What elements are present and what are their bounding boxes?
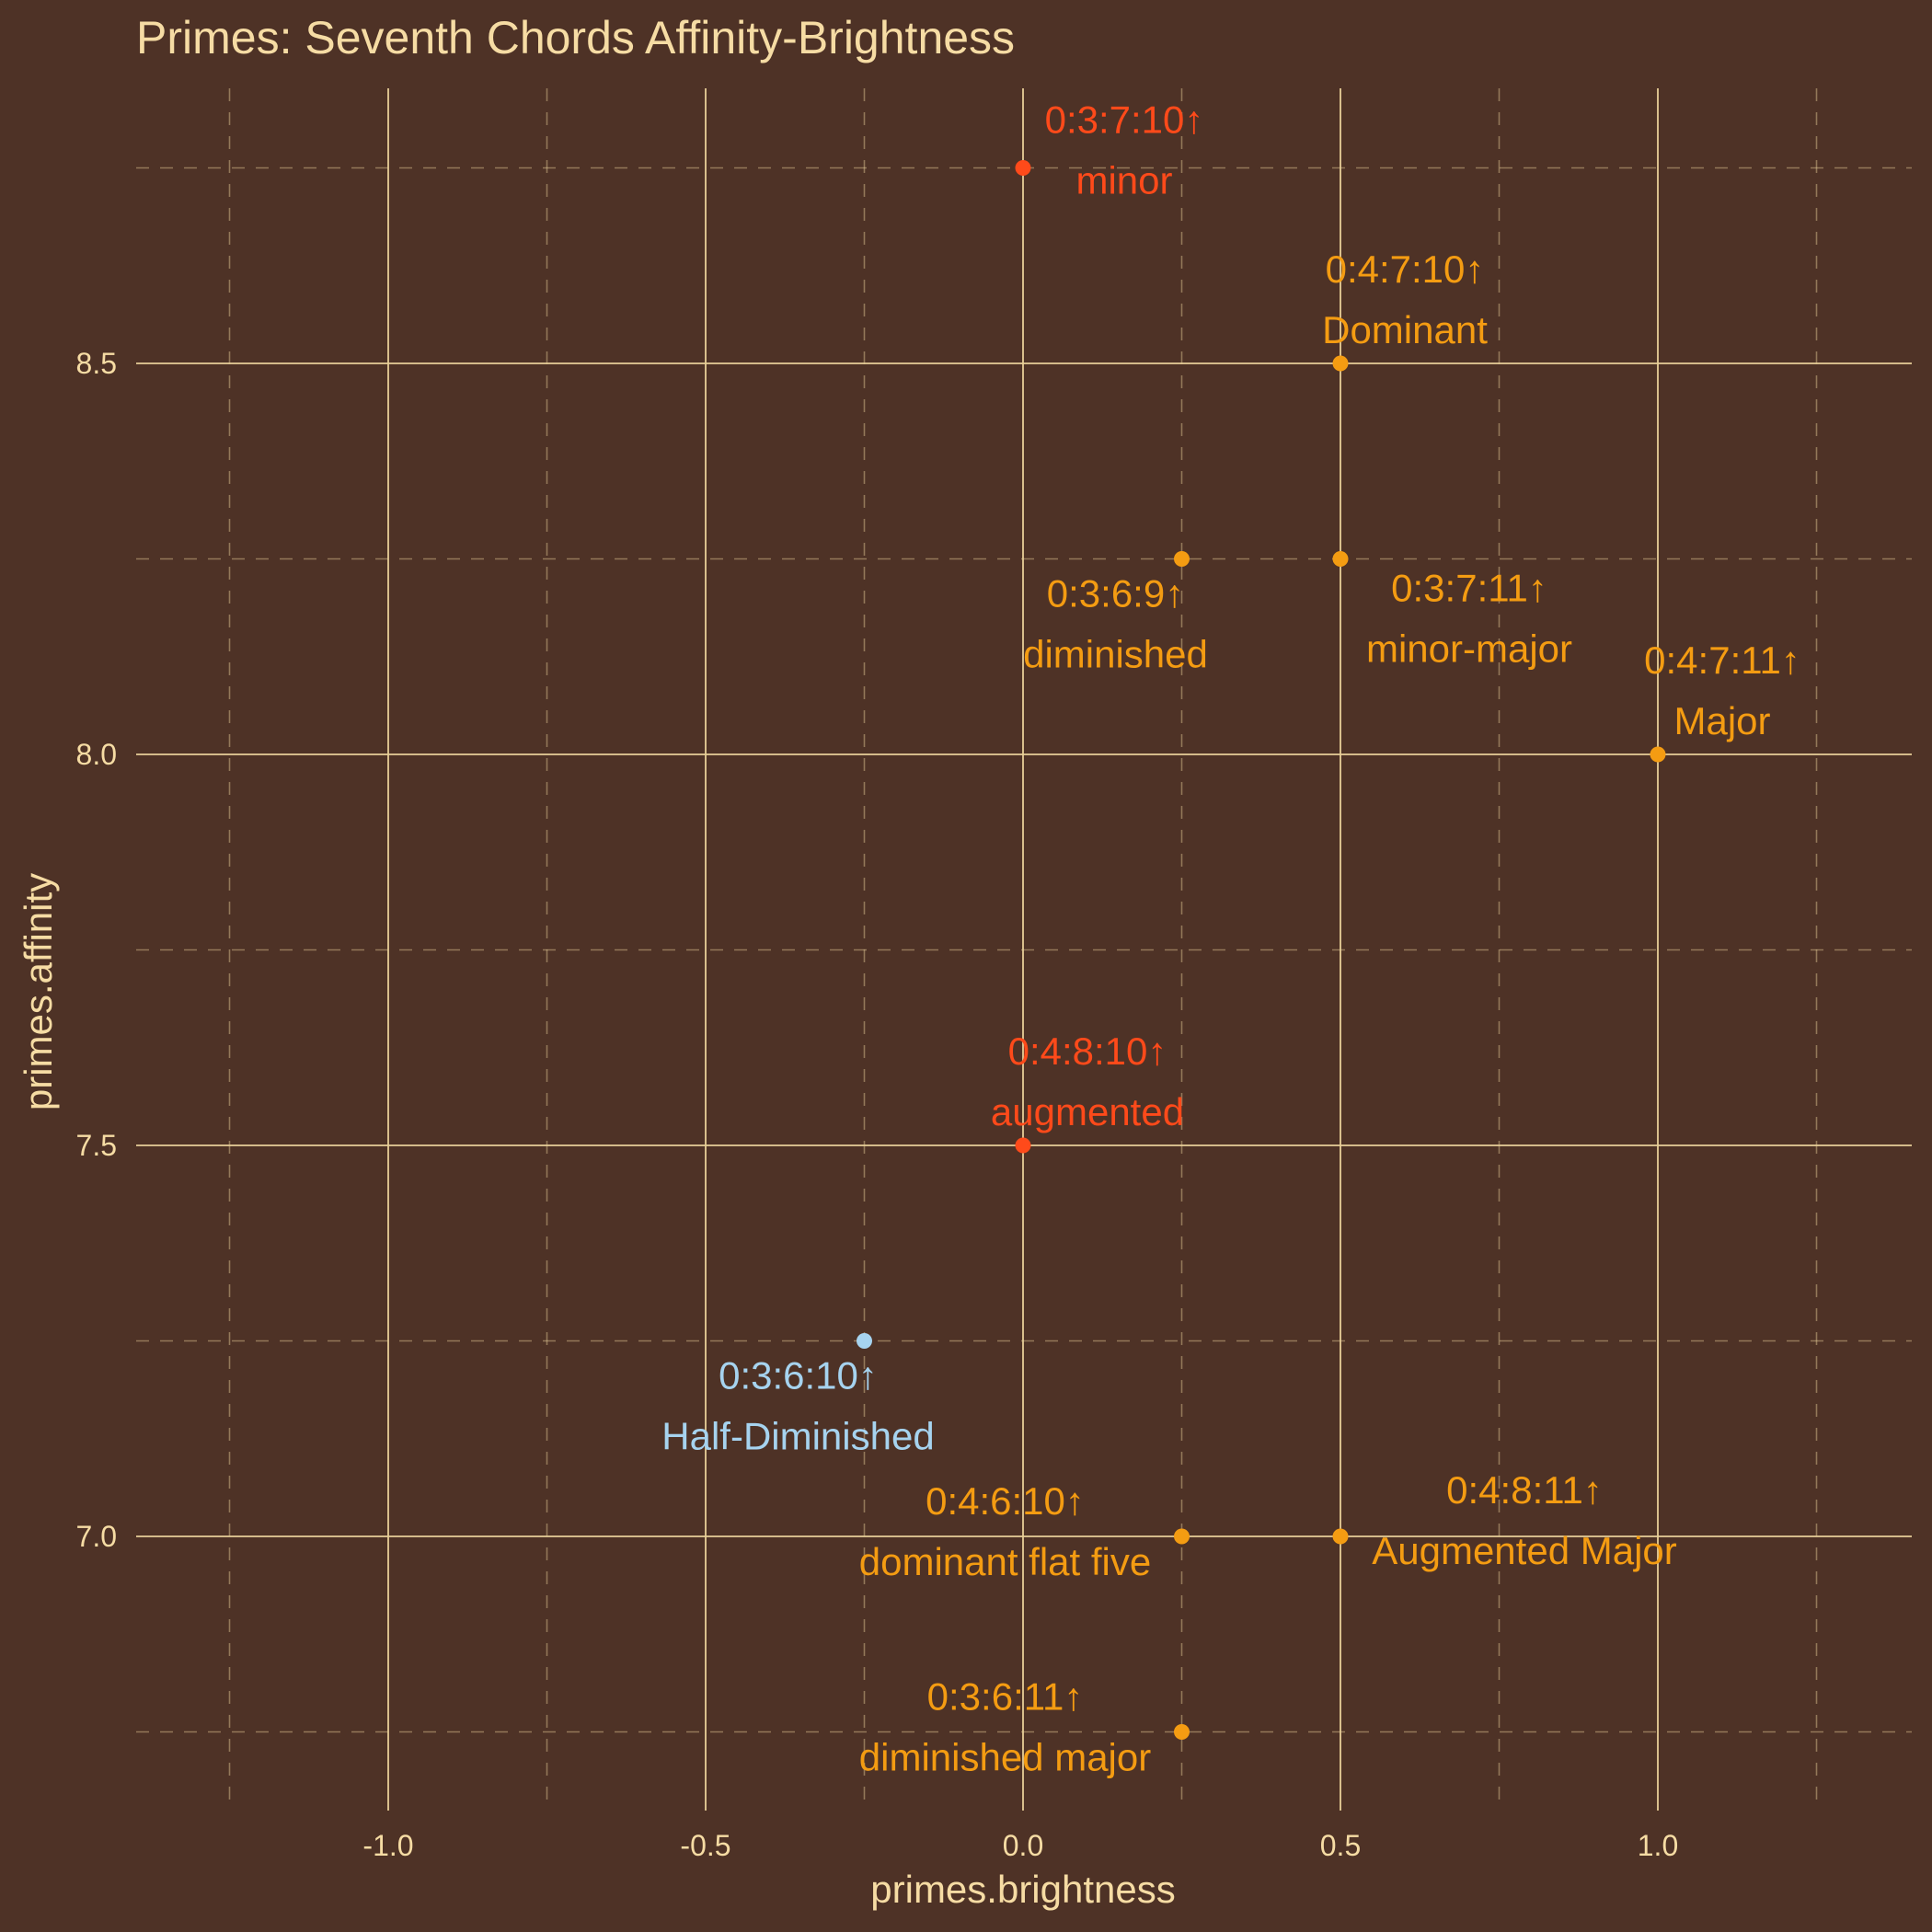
- chart-title: Primes: Seventh Chords Affinity-Brightne…: [136, 12, 1015, 63]
- pitch-class-label: 0:3:6:10↑: [719, 1354, 878, 1397]
- data-point: [857, 1333, 872, 1349]
- pitch-class-label: 0:3:6:9↑: [1047, 572, 1184, 615]
- chord-name-label: dominant flat five: [859, 1540, 1152, 1583]
- data-points: [857, 160, 1666, 1740]
- data-point: [1332, 355, 1349, 372]
- data-point: [1332, 1528, 1349, 1545]
- pitch-class-label: 0:3:7:11↑: [1391, 567, 1547, 610]
- y-tick-label: 8.5: [76, 347, 117, 380]
- y-axis-label: primes.affinity: [17, 873, 60, 1110]
- x-axis-label: primes.brightness: [870, 1868, 1175, 1911]
- major-gridlines: [136, 88, 1912, 1811]
- x-tick-label: -0.5: [680, 1829, 730, 1862]
- x-tick-label: 1.0: [1638, 1829, 1678, 1862]
- x-tick-label: 0.5: [1320, 1829, 1361, 1862]
- chord-name-label: Dominant: [1322, 308, 1488, 351]
- pitch-class-label: 0:4:7:10↑: [1326, 247, 1485, 291]
- data-point: [1174, 551, 1190, 567]
- x-axis-ticks: -1.0 -0.5 0.0 0.5 1.0: [362, 1829, 1678, 1862]
- pitch-class-label: 0:3:6:11↑: [927, 1675, 1084, 1719]
- point-labels: 0:3:7:10↑ minor 0:4:7:10↑ Dominant 0:3:6:9↑ d…: [661, 98, 1800, 1779]
- chord-name-label: diminished: [1023, 633, 1208, 676]
- data-point: [1015, 160, 1031, 176]
- data-point: [1650, 746, 1666, 763]
- chord-name-label: diminished major: [859, 1736, 1151, 1779]
- data-point: [1174, 1724, 1190, 1740]
- y-tick-label: 7.0: [76, 1520, 117, 1553]
- chord-name-label: minor-major: [1366, 627, 1572, 671]
- data-point: [1332, 551, 1349, 567]
- chord-name-label: augmented: [991, 1090, 1184, 1133]
- chord-name-label: Major: [1673, 699, 1770, 742]
- data-point: [1015, 1137, 1031, 1154]
- pitch-class-label: 0:4:8:11↑: [1446, 1468, 1603, 1512]
- chord-name-label: Half-Diminished: [661, 1415, 934, 1458]
- minor-gridlines: [136, 88, 1912, 1811]
- pitch-class-label: 0:4:7:11↑: [1644, 638, 1800, 682]
- data-point: [1174, 1528, 1190, 1545]
- pitch-class-label: 0:4:6:10↑: [926, 1479, 1085, 1523]
- pitch-class-label: 0:4:8:10↑: [1008, 1029, 1167, 1073]
- x-tick-label: 0.0: [1003, 1829, 1043, 1862]
- chord-name-label: Augmented Major: [1372, 1529, 1677, 1572]
- chord-name-label: minor: [1075, 159, 1172, 202]
- y-tick-label: 7.5: [76, 1129, 117, 1162]
- x-tick-label: -1.0: [362, 1829, 413, 1862]
- y-tick-label: 8.0: [76, 738, 117, 771]
- y-axis-ticks: 7.0 7.5 8.0 8.5: [76, 347, 117, 1553]
- pitch-class-label: 0:3:7:10↑: [1045, 98, 1204, 142]
